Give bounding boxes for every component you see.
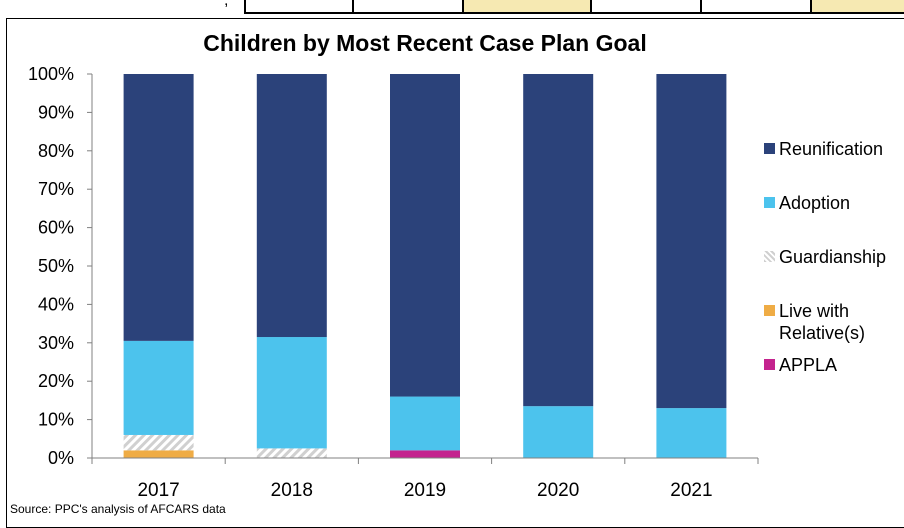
legend-label: Guardianship [779,247,887,267]
y-tick-label: 10% [38,410,74,430]
legend-swatch [764,305,775,316]
y-tick-label: 80% [38,141,74,161]
bar-guardianship-2017 [123,434,194,451]
bar-reunification-2017 [123,74,194,341]
bar-reunification-2019 [390,74,460,397]
x-tick-label: 2020 [537,480,579,501]
bar-adoption-2017 [123,340,194,435]
bar-appla-2019 [390,450,460,458]
legend-swatch [764,251,775,262]
y-tick-label: 50% [38,256,74,276]
bar-adoption-2018 [256,337,327,449]
legend-item-reunification: Reunification [764,138,883,160]
x-tick-label: 2021 [670,480,712,501]
legend-label: Adoption [779,193,851,213]
x-tick-label: 2017 [137,480,179,501]
y-tick-label: 40% [38,294,74,314]
legend-label: Live with Relative(s) [779,301,866,343]
y-ticks: 0% 10% 20% 30% 40% 50% 60% 70% 80% 90% 100% [28,64,92,468]
bar-live-with-relative-s-2017 [123,450,194,458]
x-ticks: 2017 2018 2019 2020 2021 [91,458,759,501]
bar-adoption-2021 [656,408,727,458]
bar-guardianship-2018 [256,448,327,458]
y-tick-label: 0% [48,448,74,468]
x-tick-label: 2018 [271,480,313,501]
legend-item-guardianship: Guardianship [764,246,886,268]
legend-swatch [764,359,775,370]
source-note: Source: PPC's analysis of AFCARS data [10,502,226,516]
legend-label: Reunification [779,139,884,159]
legend-item-appla: APPLA [764,354,837,376]
y-tick-label: 90% [38,102,74,122]
bar-group [123,74,727,458]
legend-swatch [764,143,775,154]
y-tick-label: 30% [38,333,74,353]
y-tick-label: 60% [38,218,74,238]
legend-swatch [764,197,775,208]
y-tick-label: 70% [38,179,74,199]
legend-item-live-with-relative-s: Live with Relative(s) [764,300,865,344]
y-tick-label: 100% [28,64,74,84]
y-tick-label: 20% [38,371,74,391]
bar-reunification-2020 [523,74,594,407]
x-tick-label: 2019 [404,480,446,501]
chart-title: Children by Most Recent Case Plan Goal [203,30,647,56]
header-comma: , [224,0,229,9]
bar-adoption-2019 [390,396,460,451]
bar-adoption-2020 [523,406,594,458]
table-cell-highlight [810,0,904,14]
legend-item-adoption: Adoption [764,192,850,214]
bar-reunification-2021 [656,74,727,409]
legend-label: APPLA [779,355,838,375]
bar-reunification-2018 [256,74,327,338]
